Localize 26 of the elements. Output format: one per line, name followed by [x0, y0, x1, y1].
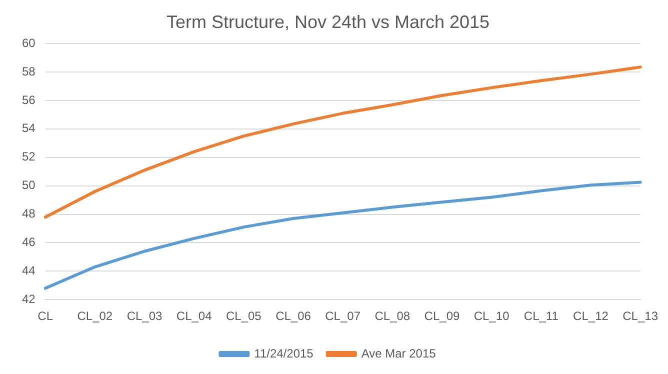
y-tick-label: 42: [22, 292, 36, 306]
y-tick-label: 54: [22, 121, 36, 136]
y-tick-label: 44: [22, 263, 36, 278]
x-tick-label: CL_09: [424, 309, 460, 324]
x-tick-label: CL: [38, 309, 54, 324]
chart-title: Term Structure, Nov 24th vs March 2015: [166, 12, 490, 32]
y-tick-label: 50: [22, 178, 36, 192]
x-tick-label: CL_02: [77, 309, 113, 324]
x-tick-label: CL_04: [176, 309, 212, 324]
x-tick-label: CL_11: [524, 309, 559, 324]
y-tick-label: 56: [22, 92, 36, 107]
y-tick-label: 48: [22, 206, 36, 221]
y-tick-label: 58: [22, 64, 36, 78]
y-tick-label: 46: [22, 235, 36, 250]
legend-label: Ave Mar 2015: [361, 346, 436, 360]
x-tick-label: CL_08: [374, 309, 410, 324]
x-tick-label: CL_05: [226, 309, 262, 324]
x-tick-label: CL_06: [276, 309, 312, 324]
x-tick-label: CL_13: [622, 309, 658, 324]
x-tick-label: CL_07: [325, 309, 361, 324]
x-tick-label: CL_03: [126, 309, 163, 324]
y-tick-label: 52: [22, 150, 36, 164]
x-tick-label: CL_12: [573, 309, 609, 324]
x-tick-label: CL_10: [474, 309, 510, 324]
legend-label: 11/24/2015: [254, 346, 314, 360]
y-tick-label: 60: [22, 36, 36, 50]
